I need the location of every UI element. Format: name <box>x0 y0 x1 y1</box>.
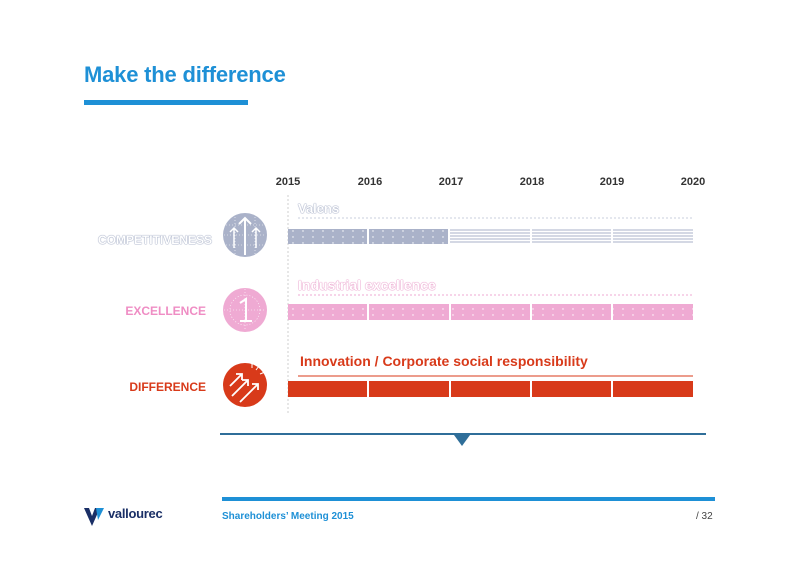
footer-rule <box>222 497 715 501</box>
vallourec-logo-icon <box>84 508 104 526</box>
rising-arrows-icon <box>223 363 267 407</box>
track-title-valens: Valens <box>298 201 340 216</box>
track-title-innovation: Innovation / Corporate social responsibi… <box>300 353 588 369</box>
track-difference <box>288 375 693 397</box>
company-logo-text: vallourec <box>108 506 163 521</box>
timeline-pointer-icon <box>454 435 470 446</box>
one-globe-icon <box>223 288 267 332</box>
footer-meeting-name: Shareholders’ Meeting 2015 <box>222 511 354 522</box>
year-label-2017: 2017 <box>438 176 464 188</box>
arrows-up-globe-icon <box>223 213 267 257</box>
page-number: / 32 <box>696 511 713 522</box>
track-competitiveness <box>288 217 693 244</box>
year-label-2018: 2018 <box>519 176 545 188</box>
title-underline <box>84 100 248 105</box>
row-label-excellence: EXCELLENCE <box>125 304 206 318</box>
year-label-2016: 2016 <box>357 176 383 188</box>
year-label-2020: 2020 <box>680 176 706 188</box>
track-title-industrial-excellence: Industrial excellence <box>298 277 436 293</box>
year-label-2015: 2015 <box>275 176 301 188</box>
row-label-competitiveness: COMPETITIVENESS <box>97 233 212 247</box>
track-excellence <box>288 294 693 320</box>
page-title: Make the difference <box>84 62 286 87</box>
year-label-2019: 2019 <box>599 176 625 188</box>
row-label-difference: DIFFERENCE <box>129 380 206 394</box>
